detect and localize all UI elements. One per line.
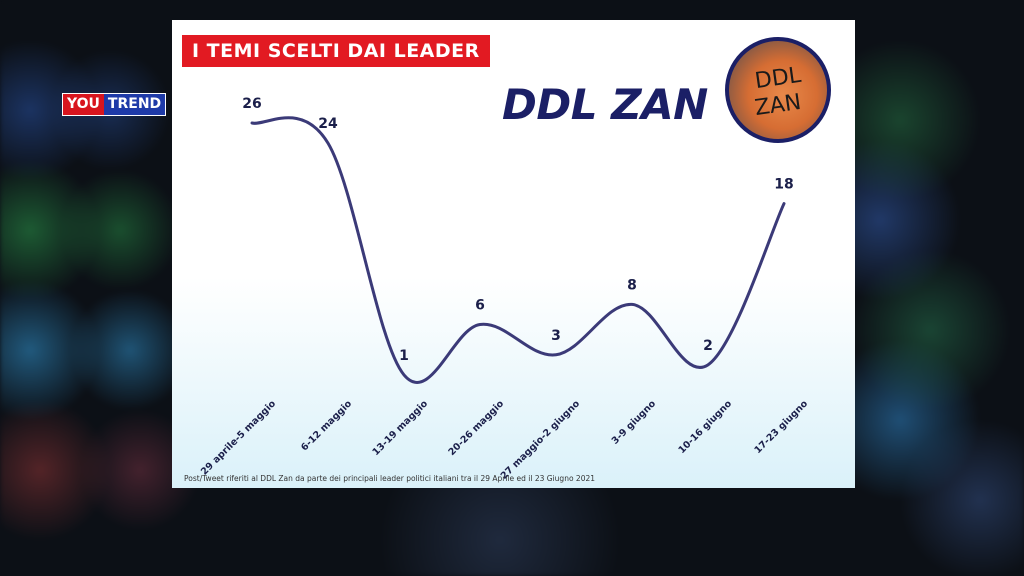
x-tick-label: 29 aprile-5 maggio [199, 398, 278, 477]
x-tick-label: 13-19 maggio [370, 398, 430, 458]
data-label: 2 [703, 338, 713, 354]
data-label: 1 [399, 348, 409, 364]
series-line [250, 116, 786, 384]
x-tick-label: 17-23 giugno [752, 398, 810, 456]
chart-card: I TEMI SCELTI DAI LEADER DDL ZAN DDL ZAN… [172, 20, 855, 488]
x-tick-label: 20-26 maggio [446, 398, 506, 458]
data-label: 26 [242, 96, 261, 112]
x-tick-label: 27 maggio-2 giugno [499, 398, 583, 482]
chart-footnote: Post/Tweet riferiti al DDL Zan da parte … [184, 474, 596, 483]
x-tick-label: 6-12 maggio [299, 398, 354, 453]
data-label: 6 [475, 298, 485, 314]
x-tick-label: 10-16 giugno [676, 398, 734, 456]
hand-photo: DDL ZAN [725, 37, 831, 143]
data-label: 24 [318, 116, 338, 132]
chart-main-title: DDL ZAN [502, 80, 708, 129]
data-label: 8 [627, 277, 637, 293]
logo-trend: TREND [103, 94, 166, 115]
data-label: 18 [774, 177, 793, 193]
youtrend-logo: YOU TREND [62, 93, 167, 116]
topic-badge: I TEMI SCELTI DAI LEADER [182, 35, 490, 67]
logo-you: YOU [63, 94, 104, 115]
x-tick-label: 3-9 giugno [610, 398, 659, 447]
data-label: 3 [551, 328, 561, 344]
